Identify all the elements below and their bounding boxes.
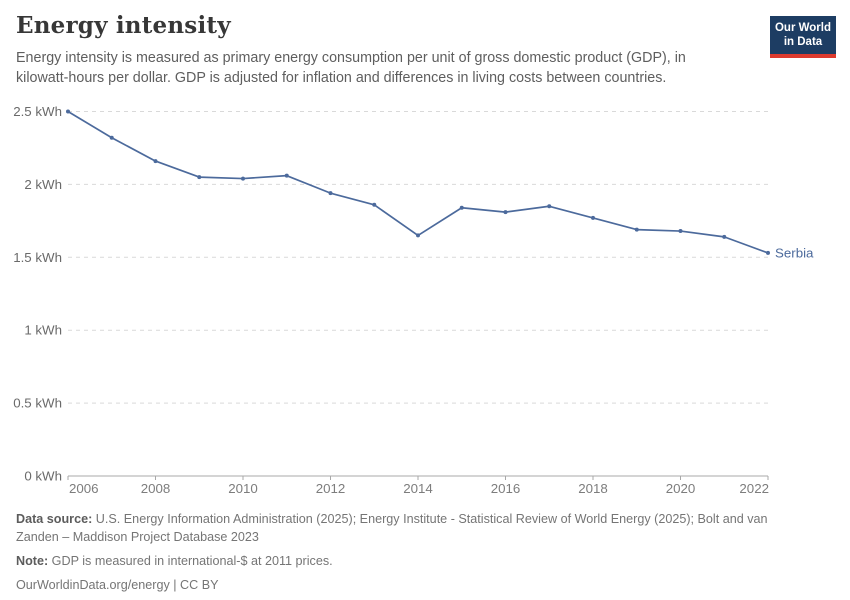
data-source-text: U.S. Energy Information Administration (… bbox=[16, 512, 768, 544]
x-tick-label: 2012 bbox=[316, 481, 346, 496]
y-tick-label: 2 kWh bbox=[24, 177, 62, 192]
owid-logo-line1: Our World bbox=[774, 22, 831, 34]
license-line: OurWorldinData.org/energy | CC BY bbox=[16, 577, 834, 595]
x-tick-label: 2020 bbox=[666, 481, 696, 496]
y-tick-label: 0.5 kWh bbox=[13, 396, 62, 411]
y-tick-label: 2.5 kWh bbox=[13, 104, 62, 119]
page-title: Energy intensity bbox=[16, 12, 231, 39]
data-point bbox=[678, 229, 683, 234]
owid-logo-line2: in Data bbox=[783, 36, 823, 49]
data-point bbox=[109, 135, 114, 140]
data-source-label: Data source: bbox=[16, 512, 93, 526]
data-point bbox=[197, 175, 202, 180]
data-point bbox=[66, 109, 70, 114]
data-point bbox=[241, 176, 245, 181]
x-tick-label: 2006 bbox=[69, 481, 99, 496]
data-source: Data source: U.S. Energy Information Adm… bbox=[16, 511, 768, 547]
line-chart: 0 kWh 0.5 kWh 1 kWh 1.5 kWh 2 kWh 2.5 kWh 2006… bbox=[13, 104, 814, 496]
data-point bbox=[416, 233, 420, 238]
data-point bbox=[328, 191, 333, 196]
series-label-serbia: Serbia bbox=[775, 245, 814, 260]
data-point bbox=[547, 204, 552, 209]
data-point bbox=[591, 215, 595, 220]
x-tick-label: 2022 bbox=[739, 481, 769, 496]
chart-subtitle: Energy intensity is measured as primary … bbox=[16, 50, 686, 86]
data-point bbox=[153, 159, 158, 164]
data-point bbox=[459, 205, 464, 210]
chart-footer: Data source: U.S. Energy Information Adm… bbox=[16, 511, 834, 595]
x-tick-label: 2018 bbox=[578, 481, 608, 496]
data-point bbox=[372, 202, 377, 207]
y-tick-label: 1.5 kWh bbox=[13, 250, 62, 265]
data-point bbox=[634, 227, 639, 232]
x-tick-label: 2010 bbox=[228, 481, 258, 496]
owid-license-link[interactable]: OurWorldinData.org/energy | CC BY bbox=[16, 577, 219, 592]
note-text: GDP is measured in international-$ at 20… bbox=[48, 553, 333, 568]
data-point bbox=[722, 234, 727, 239]
data-point bbox=[284, 173, 289, 178]
data-point bbox=[766, 250, 770, 255]
owid-logo[interactable]: Our World in Data bbox=[770, 16, 836, 58]
data-point bbox=[503, 210, 508, 215]
x-tick-label: 2008 bbox=[141, 481, 171, 496]
x-tick-label: 2014 bbox=[403, 481, 433, 496]
y-tick-label: 0 kWh bbox=[24, 469, 62, 484]
note-label: Note: bbox=[16, 553, 49, 568]
y-tick-label: 1 kWh bbox=[24, 323, 62, 338]
x-tick-label: 2016 bbox=[491, 481, 521, 496]
series-line-serbia bbox=[67, 110, 769, 254]
chart-header: Energy intensity Energy intensity is mea… bbox=[16, 12, 834, 88]
chart-note: Note: GDP is measured in international-$… bbox=[16, 553, 834, 571]
